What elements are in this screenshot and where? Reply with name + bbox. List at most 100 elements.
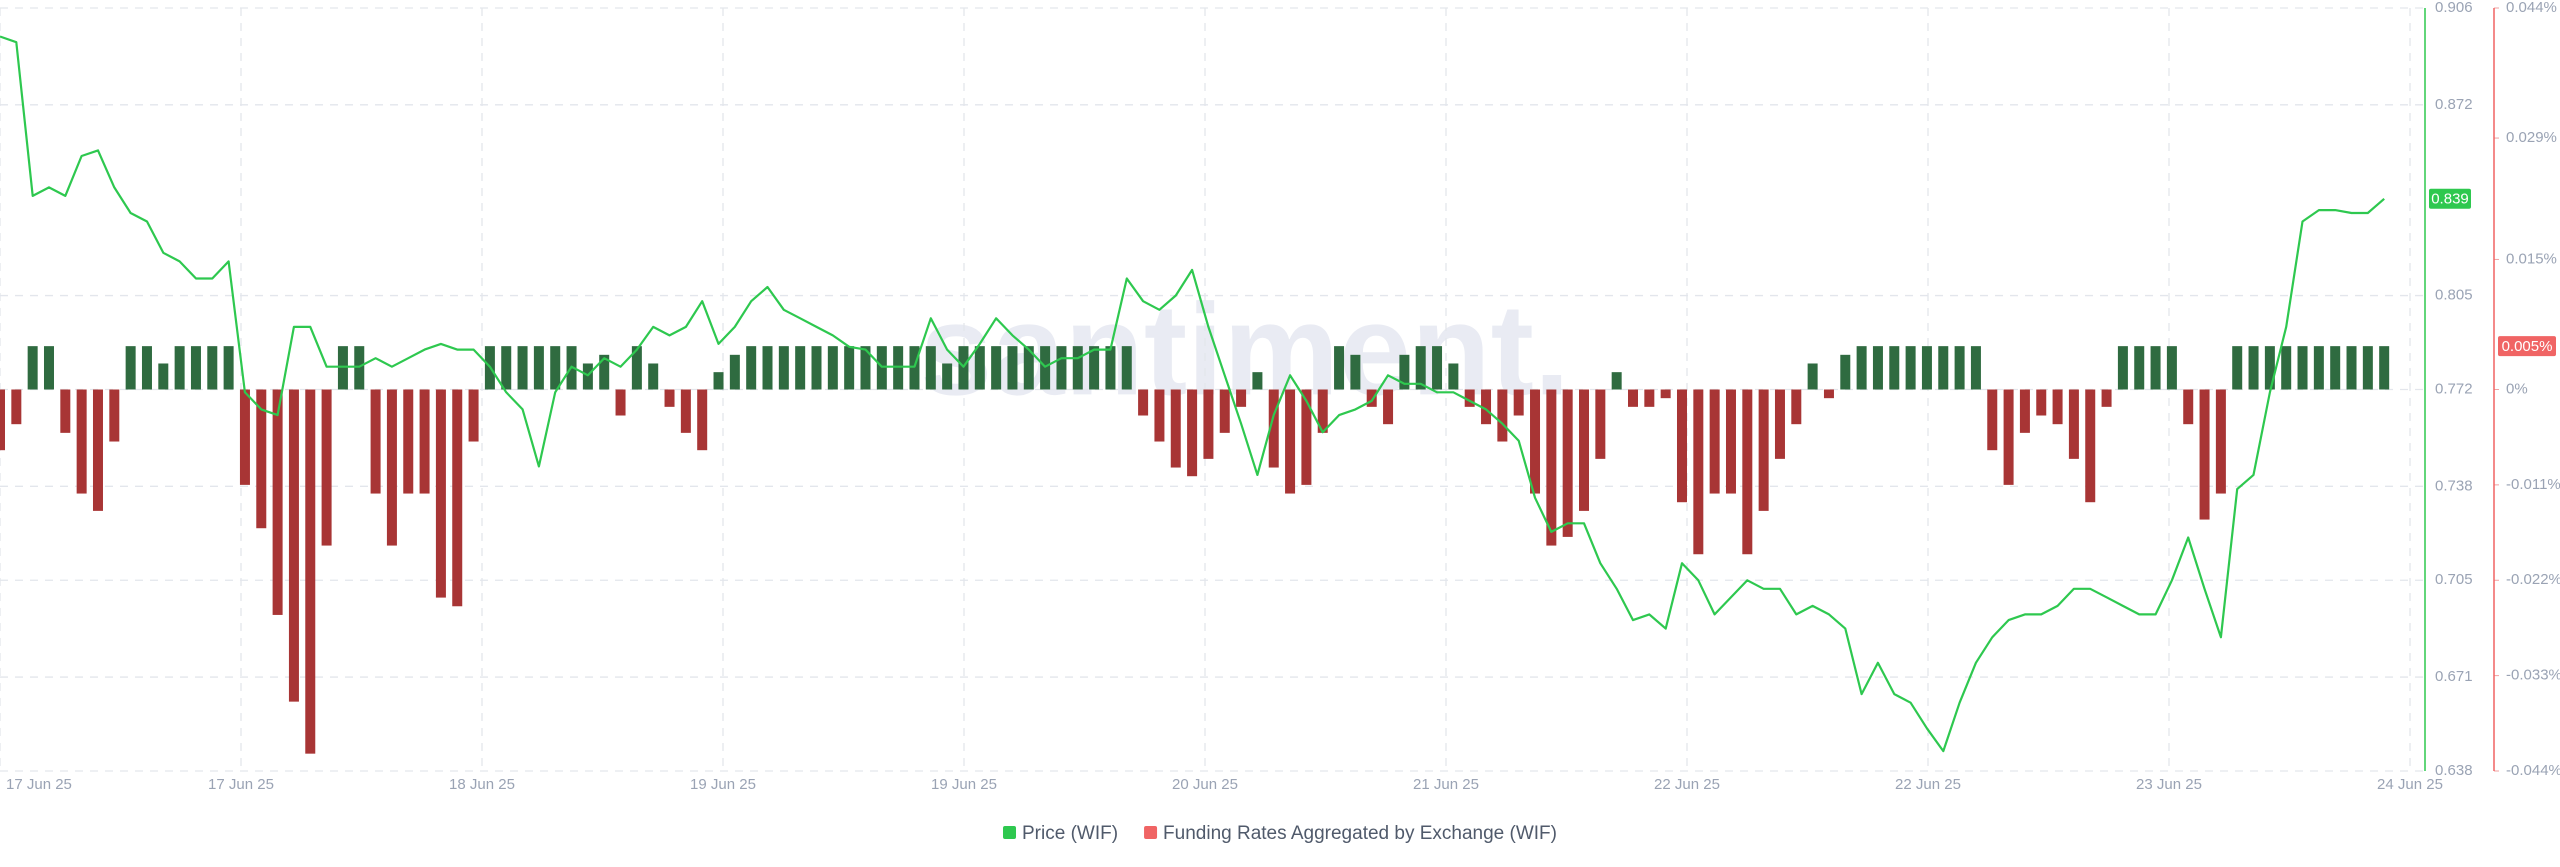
funding-bar [207, 346, 218, 390]
funding-bar [190, 346, 201, 390]
funding-bar [1921, 346, 1932, 390]
funding-bar [1464, 389, 1475, 407]
legend: Price (WIF) Funding Rates Aggregated by E… [1003, 823, 1557, 844]
funding-bar [2281, 346, 2292, 390]
funding-bar [1905, 346, 1916, 390]
funding-bar [2019, 389, 2030, 433]
funding-bar [2379, 346, 2390, 390]
funding-bar [1987, 389, 1998, 451]
funding-bar [778, 346, 789, 390]
funding-bar [256, 389, 267, 529]
x-tick-label: 24 Jun 25 [2377, 776, 2443, 793]
funding-bar [2117, 346, 2128, 390]
funding-bar [615, 389, 626, 416]
funding-bar [2232, 346, 2243, 390]
funding-bar [2003, 389, 2014, 485]
funding-bar [1317, 389, 1328, 433]
price-line [0, 35, 2385, 753]
x-tick-label: 22 Jun 25 [1895, 776, 1961, 793]
funding-bar [403, 389, 414, 494]
funding-bar [795, 346, 806, 390]
funding-bar [1889, 346, 1900, 390]
funding-bar [1579, 389, 1590, 511]
funding-bar [305, 389, 316, 754]
funding-bar [1301, 389, 1312, 485]
legend-swatch [1003, 826, 1017, 839]
funding-bar [844, 346, 855, 390]
funding-bar [1546, 389, 1557, 546]
x-tick-label: 21 Jun 25 [1413, 776, 1479, 793]
funding-bar [1154, 389, 1165, 442]
y-tick-label: 0.638 [2435, 762, 2473, 779]
funding-bar [1072, 346, 1083, 390]
y-tick-label: 0.738 [2435, 477, 2473, 494]
y-tick-label: 0.906 [2435, 0, 2473, 16]
funding-bar [11, 389, 22, 425]
funding-bar [550, 346, 561, 390]
funding-bar [876, 346, 887, 390]
funding-badge [2498, 336, 2556, 357]
funding-bar [1366, 389, 1377, 407]
funding-bar [2166, 346, 2177, 390]
price-badge [2429, 188, 2471, 209]
funding-bar [1840, 354, 1851, 390]
funding-bar [239, 389, 250, 485]
funding-bar [1268, 389, 1279, 468]
funding-bar [272, 389, 283, 615]
funding-bar [2215, 389, 2226, 494]
funding-bar [1089, 346, 1100, 390]
legend-label: Price (WIF) [1022, 823, 1118, 844]
funding-bar [2313, 346, 2324, 390]
funding-bar [1530, 389, 1541, 494]
funding-bar [680, 389, 691, 433]
funding-bar [1856, 346, 1867, 390]
funding-bar [2264, 346, 2275, 390]
funding-bar [729, 354, 740, 390]
funding-bar [337, 346, 348, 390]
funding-bar [1187, 389, 1198, 477]
funding-bar [2085, 389, 2096, 503]
funding-bar [92, 389, 103, 511]
funding-bar [1105, 346, 1116, 390]
funding-bar [2150, 346, 2161, 390]
x-tick-label: 20 Jun 25 [1172, 776, 1238, 793]
funding-bar [1040, 346, 1051, 390]
funding-bar [419, 389, 430, 494]
y2-tick-label: -0.033% [2506, 667, 2560, 684]
funding-bar [60, 389, 71, 433]
funding-bar [1807, 363, 1818, 390]
y2-tick-label: 0.044% [2506, 0, 2557, 16]
funding-bar [76, 389, 87, 494]
funding-bar [942, 363, 953, 390]
funding-bar [1954, 346, 1965, 390]
funding-bar [1758, 389, 1769, 511]
funding-bar [109, 389, 120, 442]
funding-bar [141, 346, 152, 390]
funding-bar [1595, 389, 1606, 459]
funding-bar [1448, 363, 1459, 390]
funding-bar [991, 346, 1002, 390]
funding-bar [2036, 389, 2047, 416]
y-tick-label: 0.872 [2435, 96, 2473, 113]
x-tick-label: 23 Jun 25 [2136, 776, 2202, 793]
funding-bar [533, 346, 544, 390]
funding-bar [0, 389, 5, 451]
funding-bar [1383, 389, 1394, 425]
legend-swatch [1144, 826, 1158, 839]
funding-bar [1138, 389, 1149, 416]
funding-bar [174, 346, 185, 390]
funding-bar [2297, 346, 2308, 390]
funding-bar [1742, 389, 1753, 555]
funding-bar [43, 346, 54, 390]
funding-bar [2183, 389, 2194, 425]
funding-bar [582, 363, 593, 390]
x-tick-label: 19 Jun 25 [690, 776, 756, 793]
funding-bar [386, 389, 397, 546]
y2-tick-label: -0.044% [2506, 762, 2560, 779]
y2-tick-label: 0% [2506, 380, 2528, 397]
y-tick-label: 0.671 [2435, 668, 2473, 685]
funding-bar [1219, 389, 1230, 433]
funding-bar [501, 346, 512, 390]
y-tick-label: 0.705 [2435, 571, 2473, 588]
funding-bar [1562, 389, 1573, 537]
